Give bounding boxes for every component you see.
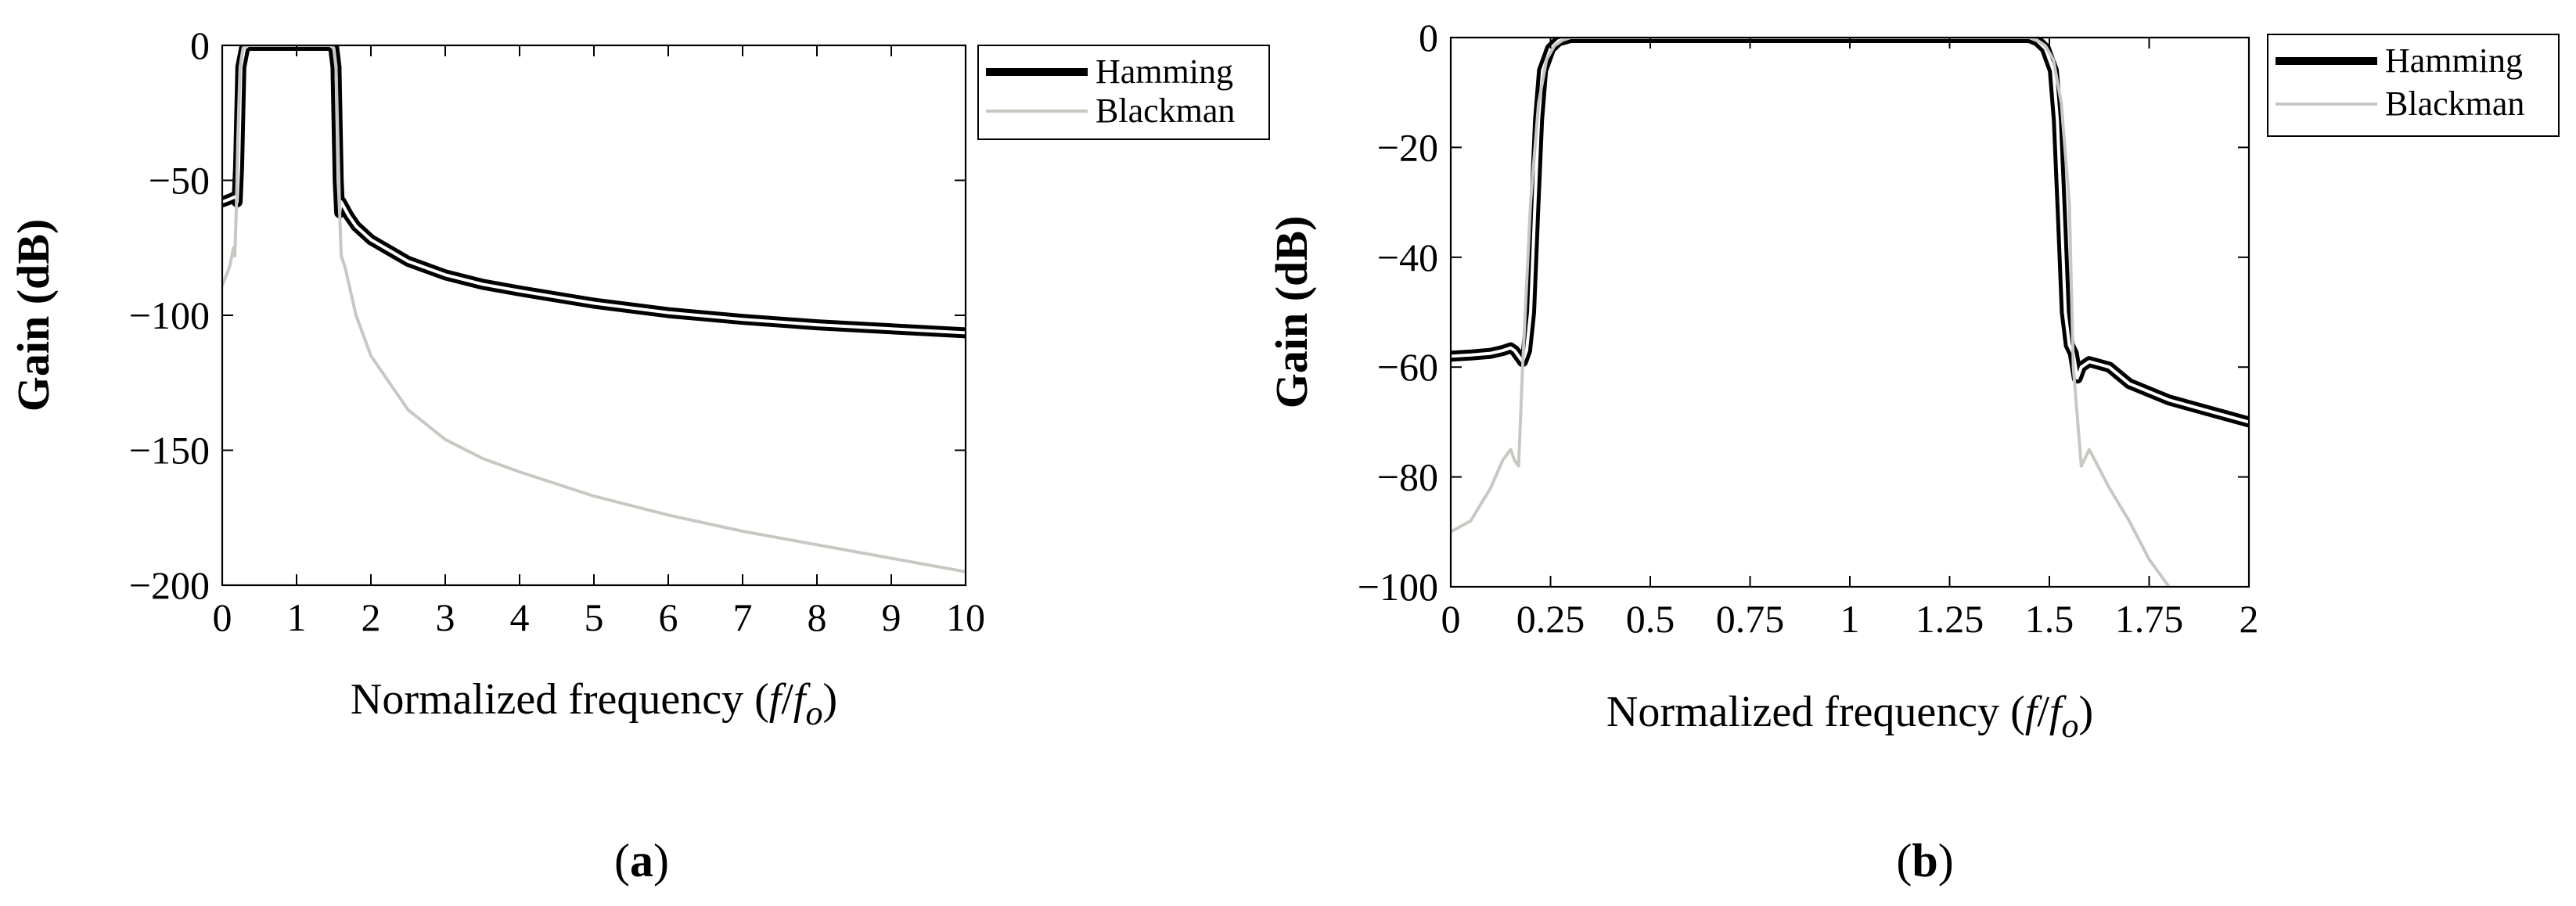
- series-line-hamming-core: [1451, 38, 2249, 424]
- x-axis-label-slash: /: [781, 675, 793, 724]
- x-axis-label-sub: o: [2061, 706, 2078, 745]
- series-line-hamming-outline: [222, 45, 966, 339]
- x-axis-label-prefix: Normalized frequency (: [1606, 688, 2025, 736]
- x-tick-label: 3: [436, 595, 455, 639]
- x-tick-label: 1.25: [1916, 597, 1984, 641]
- y-tick-label: −50: [149, 159, 210, 203]
- panel-label: (a): [614, 835, 669, 886]
- chart-panel-b: 0 0.25 0.5 0.75 1 1.25 1.5 1.75 2 0 −20 −40 −60 −80 −1…: [1266, 16, 2560, 886]
- y-tick-label: −200: [129, 563, 210, 607]
- x-tick-label: 1.5: [2025, 597, 2074, 641]
- y-tick-label: −100: [1358, 565, 1438, 609]
- x-axis-label-suffix: ): [822, 675, 837, 724]
- panel-label-letter: b: [1912, 835, 1937, 886]
- y-axis-label: Gain (dB): [8, 219, 59, 412]
- panel-label: (b): [1896, 835, 1953, 886]
- y-tick-label: −60: [1377, 345, 1438, 389]
- legend-box: [977, 45, 1270, 140]
- y-tick-label: 0: [1419, 16, 1438, 59]
- y-tick-label: −100: [129, 293, 210, 337]
- panel-label-open: (: [614, 835, 630, 886]
- x-axis-label-slash: /: [2037, 688, 2049, 736]
- y-tick-label: −40: [1377, 235, 1438, 279]
- x-axis-label-sub: o: [805, 694, 822, 732]
- x-tick-label: 1.75: [2115, 597, 2184, 641]
- x-tick-label: 9: [882, 595, 901, 639]
- x-tick-label: 8: [808, 595, 827, 639]
- series-line-blackman: [1451, 38, 2171, 587]
- x-tick-label: 5: [585, 595, 604, 639]
- series-group: [222, 45, 966, 573]
- x-tick-label: 10: [946, 595, 985, 639]
- legend-label-blackman: Blackman: [2385, 84, 2524, 123]
- y-tick-label: −20: [1377, 125, 1438, 169]
- panel-label-open: (: [1896, 835, 1912, 886]
- panel-label-close: ): [1938, 835, 1954, 886]
- x-axis-label: Normalized frequency (f/fo): [351, 675, 837, 732]
- chart-panel-a: 0 1 2 3 4 5 6 7 8 9 10 0 −50 −100 −150 −200 Normalized f…: [8, 23, 1270, 886]
- series-line-blackman: [222, 45, 966, 573]
- y-tick-label: 0: [190, 23, 210, 67]
- x-tick-label: 2: [362, 595, 381, 639]
- x-tick-label: 0: [213, 595, 232, 639]
- x-tick-label: 2: [2240, 597, 2259, 641]
- y-tick-label: −80: [1377, 455, 1438, 499]
- panel-label-letter: a: [630, 835, 653, 886]
- y-tick-label: −150: [129, 429, 210, 473]
- y-axis-label: Gain (dB): [1266, 216, 1317, 409]
- x-axis-label-prefix: Normalized frequency (: [351, 675, 769, 724]
- x-tick-label: 6: [659, 595, 678, 639]
- series-group: [1451, 38, 2249, 587]
- x-tick-label: 1: [287, 595, 307, 639]
- legend-label-blackman: Blackman: [1096, 92, 1235, 130]
- legend-label-hamming: Hamming: [2385, 41, 2523, 80]
- x-axis-label-suffix: ): [2078, 688, 2093, 736]
- x-tick-label: 1: [1840, 597, 1860, 641]
- plot-frame: [1449, 36, 2250, 588]
- x-tick-label: 0.25: [1516, 597, 1585, 641]
- x-axis-label: Normalized frequency (f/fo): [1606, 688, 2093, 745]
- legend: Hamming Blackman: [2267, 34, 2560, 137]
- x-tick-label: 4: [510, 595, 530, 639]
- legend-label-hamming: Hamming: [1096, 52, 1233, 91]
- panel-label-close: ): [653, 835, 669, 886]
- x-tick-label: 0: [1441, 597, 1461, 641]
- x-tick-label: 0.75: [1716, 597, 1785, 641]
- x-tick-label: 7: [733, 595, 753, 639]
- legend-box: [2267, 34, 2560, 137]
- x-tick-label: 0.5: [1626, 597, 1675, 641]
- series-line-hamming-outline: [1451, 38, 2249, 428]
